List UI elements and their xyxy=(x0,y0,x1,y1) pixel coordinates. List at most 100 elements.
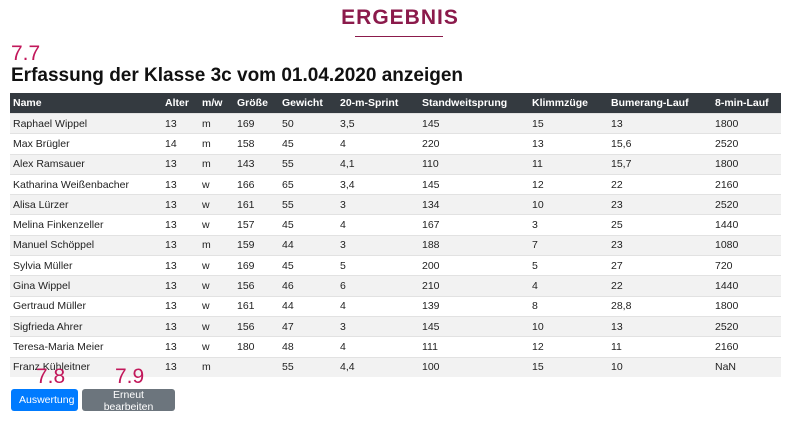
column-header: 8-min-Lauf xyxy=(712,93,781,114)
table-cell: 200 xyxy=(419,255,529,276)
table-cell: Alisa Lürzer xyxy=(10,194,162,215)
table-cell: 161 xyxy=(234,295,279,317)
table-cell: 8 xyxy=(529,295,608,317)
table-cell: 55 xyxy=(279,194,337,215)
table-cell: 4 xyxy=(529,275,608,297)
table-header-row: Name Alter m/w Größe Gewicht 20-m-Sprint Stand… xyxy=(10,93,781,114)
table-cell: w xyxy=(199,194,234,215)
table-cell: 46 xyxy=(279,275,337,297)
table-cell: 15,6 xyxy=(608,133,712,155)
table-row: Sylvia Müller 13 w 169 45 5 200 5 27 720 xyxy=(10,255,781,276)
table-body: Raphael Wippel 13 m 169 50 3,5 145 15 13 1800 Max … xyxy=(10,112,781,377)
table-cell: 166 xyxy=(234,173,279,195)
table-cell: 143 xyxy=(234,153,279,175)
table-cell xyxy=(234,356,279,377)
table-cell: 3,5 xyxy=(337,112,419,134)
table-row: Katharina Weißenbacher 13 w 166 65 3,4 145 12 22… xyxy=(10,173,781,195)
table-cell: 139 xyxy=(419,295,529,317)
table-cell: 44 xyxy=(279,234,337,256)
table-cell: 10 xyxy=(608,356,712,377)
page-title: ERGEBNIS xyxy=(341,6,459,29)
table-cell: 4 xyxy=(337,295,419,317)
table-cell: 10 xyxy=(529,315,608,337)
column-header: Standweitsprung xyxy=(419,93,529,114)
table-cell: 15 xyxy=(529,356,608,377)
table-cell: Manuel Schöppel xyxy=(10,234,162,256)
table-cell: 180 xyxy=(234,336,279,358)
table-cell: 1440 xyxy=(712,214,781,236)
table-row: Alex Ramsauer 13 m 143 55 4,1 110 11 15,7 1800 xyxy=(10,153,781,175)
table-cell: 720 xyxy=(712,255,781,276)
table-cell: 2520 xyxy=(712,133,781,155)
table-cell: 13 xyxy=(162,173,199,195)
table-row: Alisa Lürzer 13 w 161 55 3 134 10 23 2520 xyxy=(10,194,781,215)
table-cell: 3 xyxy=(337,234,419,256)
table-cell: 27 xyxy=(608,255,712,276)
column-header: m/w xyxy=(199,93,234,114)
table-cell: w xyxy=(199,295,234,317)
table-cell: 13 xyxy=(162,275,199,297)
table-cell: w xyxy=(199,336,234,358)
table-cell: Melina Finkenzeller xyxy=(10,214,162,236)
table-cell: 4 xyxy=(337,336,419,358)
table-cell: 1080 xyxy=(712,234,781,256)
table-cell: 4,1 xyxy=(337,153,419,175)
table-cell: 12 xyxy=(529,336,608,358)
table-cell: w xyxy=(199,173,234,195)
table-cell: Gina Wippel xyxy=(10,275,162,297)
table-cell: 15 xyxy=(529,112,608,134)
table-cell: 47 xyxy=(279,315,337,337)
table-cell: 13 xyxy=(529,133,608,155)
table-cell: 23 xyxy=(608,234,712,256)
table-cell: Teresa-Maria Meier xyxy=(10,336,162,358)
table-cell: 13 xyxy=(162,255,199,276)
table-cell: 156 xyxy=(234,315,279,337)
table-cell: 7 xyxy=(529,234,608,256)
table-cell: 100 xyxy=(419,356,529,377)
table-cell: 13 xyxy=(162,194,199,215)
column-header: Klimmzüge xyxy=(529,93,608,114)
column-header: Name xyxy=(10,93,162,114)
table-row: Manuel Schöppel 13 m 159 44 3 188 7 23 1080 xyxy=(10,234,781,256)
table-cell: w xyxy=(199,315,234,337)
section-heading: Erfassung der Klasse 3c vom 01.04.2020 a… xyxy=(11,65,464,86)
table-cell: 55 xyxy=(279,356,337,377)
table-row: Franz Kühleitner 13 m 55 4,4 100 15 10 NaN xyxy=(10,356,781,377)
table-cell: 5 xyxy=(529,255,608,276)
table-cell: 23 xyxy=(608,194,712,215)
table-cell: 48 xyxy=(279,336,337,358)
table-cell: 5 xyxy=(337,255,419,276)
table-cell: w xyxy=(199,275,234,297)
table-cell: 1800 xyxy=(712,112,781,134)
table-cell: w xyxy=(199,255,234,276)
table-cell: Max Brügler xyxy=(10,133,162,155)
table-cell: 111 xyxy=(419,336,529,358)
table-cell: Sylvia Müller xyxy=(10,255,162,276)
table-cell: 3,4 xyxy=(337,173,419,195)
table-cell: 25 xyxy=(608,214,712,236)
table-cell: 4 xyxy=(337,214,419,236)
results-table: Name Alter m/w Größe Gewicht 20-m-Sprint Stand… xyxy=(10,93,781,377)
table-cell: Sigfrieda Ahrer xyxy=(10,315,162,337)
table-cell: 4,4 xyxy=(337,356,419,377)
table-cell: 50 xyxy=(279,112,337,134)
table-cell: 2520 xyxy=(712,194,781,215)
table-cell: m xyxy=(199,356,234,377)
table-cell: 1800 xyxy=(712,295,781,317)
table-cell: 157 xyxy=(234,214,279,236)
table-cell: 22 xyxy=(608,275,712,297)
edit-again-button[interactable]: Erneut bearbeiten xyxy=(82,389,175,413)
table-cell: Katharina Weißenbacher xyxy=(10,173,162,195)
table-cell: 13 xyxy=(608,315,712,337)
table-cell: m xyxy=(199,133,234,155)
table-cell: 13 xyxy=(608,112,712,134)
table-cell: 12 xyxy=(529,173,608,195)
table-cell: 167 xyxy=(419,214,529,236)
table-cell: 110 xyxy=(419,153,529,175)
step-label-evaluate: 7.8 xyxy=(36,365,66,388)
table-cell: 145 xyxy=(419,315,529,337)
table-cell: 2160 xyxy=(712,173,781,195)
table-cell: m xyxy=(199,153,234,175)
evaluate-button[interactable]: Auswertung xyxy=(11,389,78,411)
table-cell: 45 xyxy=(279,133,337,155)
